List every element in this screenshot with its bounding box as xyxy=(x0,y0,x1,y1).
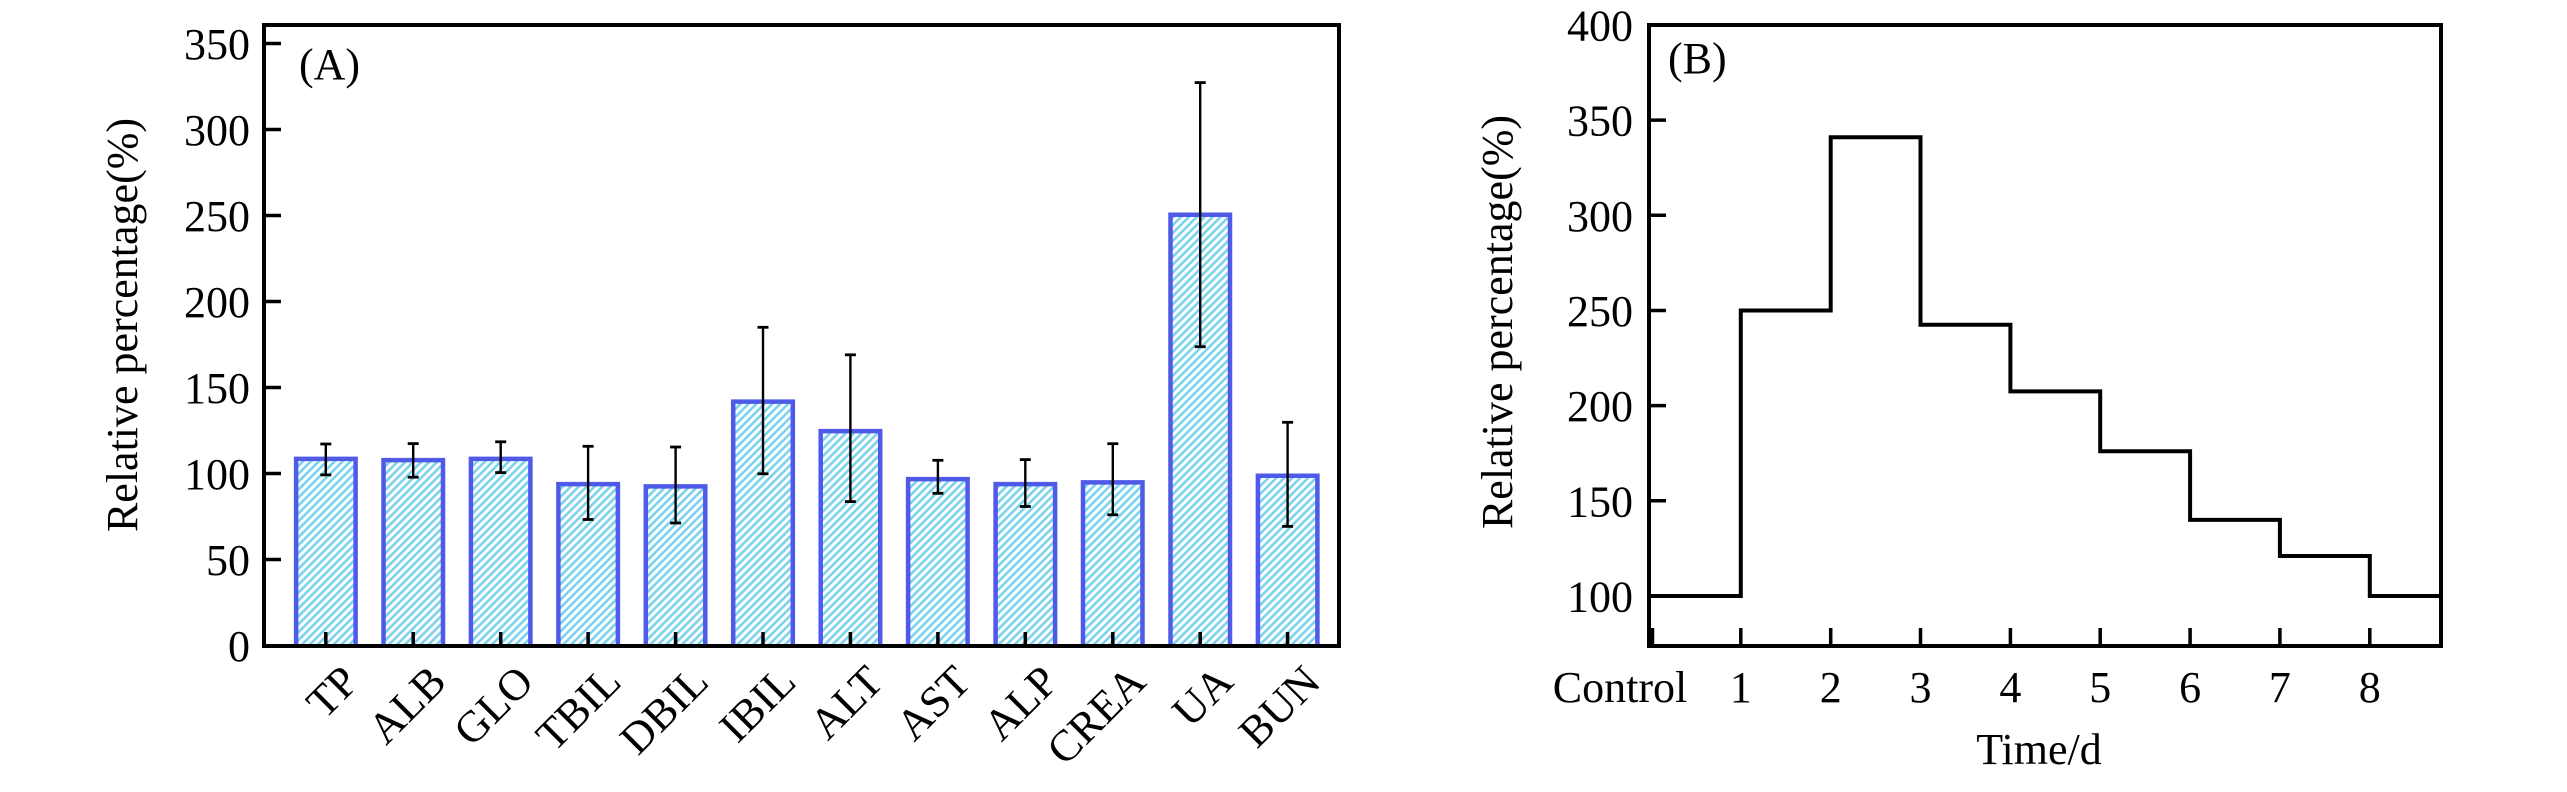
svg-text:(B): (B) xyxy=(1668,34,1727,83)
svg-text:2: 2 xyxy=(1820,663,1842,712)
svg-text:3: 3 xyxy=(1910,663,1932,712)
svg-text:50: 50 xyxy=(206,536,250,585)
svg-text:4: 4 xyxy=(1999,663,2021,712)
svg-text:7: 7 xyxy=(2269,663,2291,712)
svg-text:150: 150 xyxy=(1567,477,1633,526)
svg-text:400: 400 xyxy=(1567,1,1633,50)
svg-text:200: 200 xyxy=(1567,382,1633,431)
svg-text:300: 300 xyxy=(184,106,250,155)
svg-text:Relative percentage(%): Relative percentage(%) xyxy=(98,118,147,532)
svg-text:200: 200 xyxy=(184,278,250,327)
svg-text:1: 1 xyxy=(1730,663,1752,712)
svg-text:350: 350 xyxy=(1567,97,1633,146)
svg-text:5: 5 xyxy=(2089,663,2111,712)
svg-text:300: 300 xyxy=(1567,192,1633,241)
svg-text:250: 250 xyxy=(1567,287,1633,336)
svg-text:6: 6 xyxy=(2179,663,2201,712)
svg-text:8: 8 xyxy=(2359,663,2381,712)
svg-text:Time/d: Time/d xyxy=(1976,725,2102,774)
svg-text:0: 0 xyxy=(228,622,250,671)
svg-text:100: 100 xyxy=(1567,573,1633,622)
svg-text:Relative percentage(%): Relative percentage(%) xyxy=(1473,115,1522,529)
svg-text:(A): (A) xyxy=(299,40,360,89)
svg-text:350: 350 xyxy=(184,20,250,69)
svg-text:150: 150 xyxy=(184,364,250,413)
svg-text:Control: Control xyxy=(1553,663,1687,712)
svg-text:250: 250 xyxy=(184,192,250,241)
svg-text:100: 100 xyxy=(184,450,250,499)
